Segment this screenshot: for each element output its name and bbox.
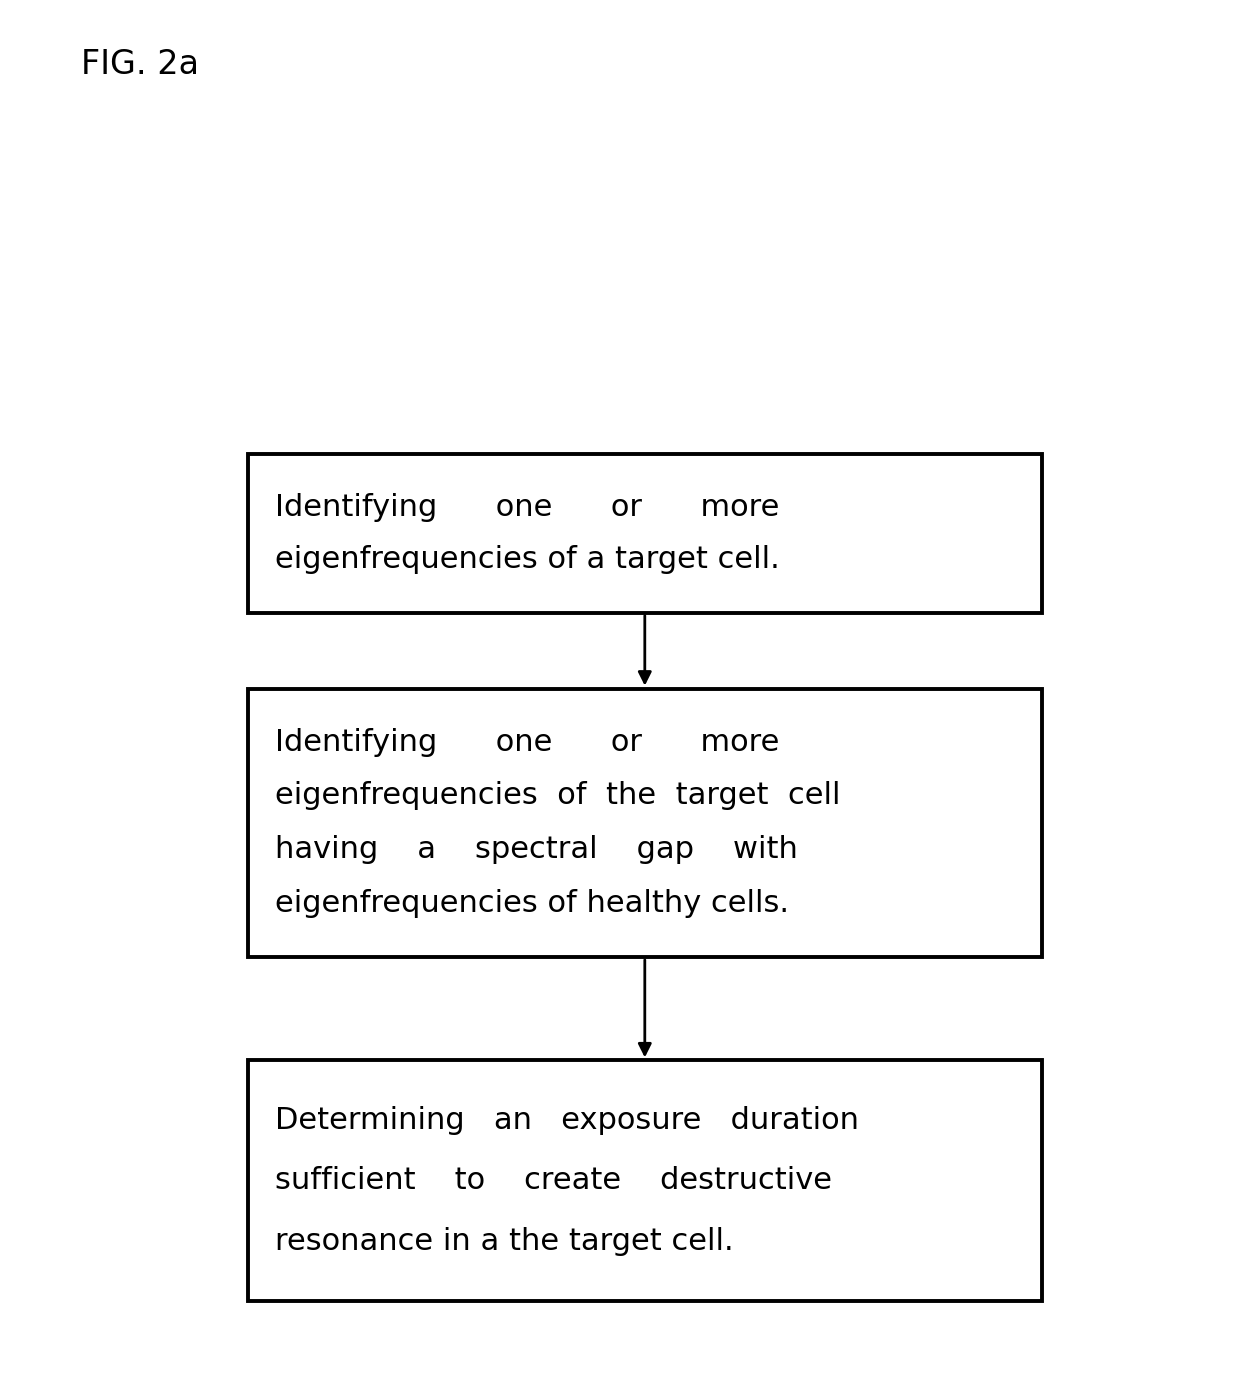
Text: eigenfrequencies of a target cell.: eigenfrequencies of a target cell.: [275, 545, 780, 574]
FancyBboxPatch shape: [248, 688, 1042, 957]
FancyBboxPatch shape: [248, 1060, 1042, 1301]
FancyBboxPatch shape: [248, 454, 1042, 613]
Text: Identifying      one      or      more: Identifying one or more: [275, 493, 780, 522]
Text: eigenfrequencies  of  the  target  cell: eigenfrequencies of the target cell: [275, 781, 841, 811]
Text: FIG. 2a: FIG. 2a: [81, 48, 198, 81]
Text: having    a    spectral    gap    with: having a spectral gap with: [275, 834, 799, 865]
Text: Determining   an   exposure   duration: Determining an exposure duration: [275, 1106, 859, 1135]
Text: resonance in a the target cell.: resonance in a the target cell.: [275, 1227, 734, 1256]
Text: sufficient    to    create    destructive: sufficient to create destructive: [275, 1166, 832, 1195]
Text: Identifying      one      or      more: Identifying one or more: [275, 727, 780, 757]
Text: eigenfrequencies of healthy cells.: eigenfrequencies of healthy cells.: [275, 888, 790, 918]
